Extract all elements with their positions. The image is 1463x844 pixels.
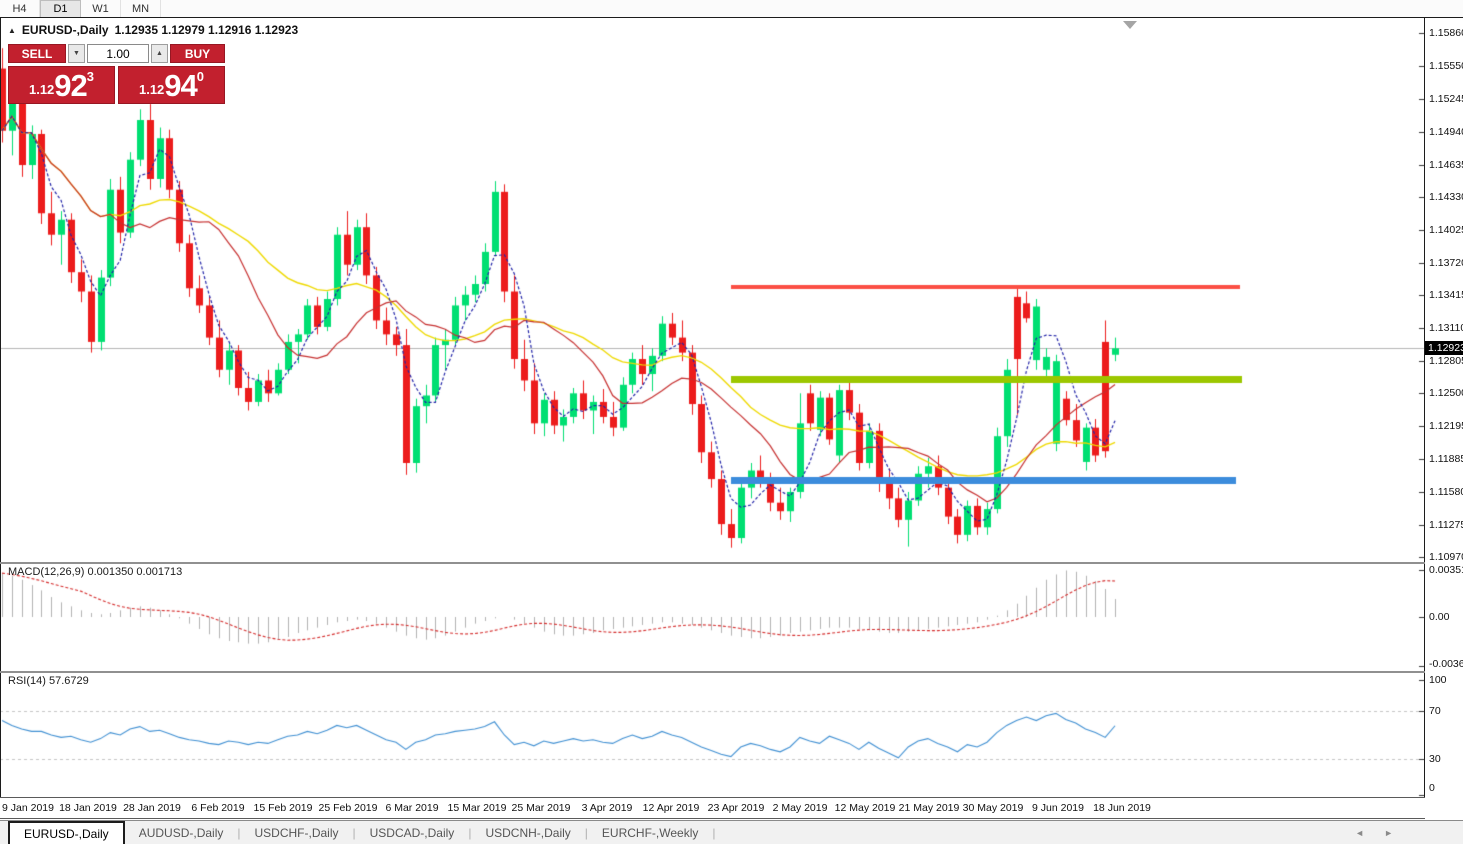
date-axis-label: 25 Mar 2019 <box>511 802 571 814</box>
chart-title: ▲ EURUSD-,Daily 1.12935 1.12979 1.12916 … <box>8 23 298 37</box>
date-axis-label: 15 Mar 2019 <box>447 802 507 814</box>
price-axis-tick: 1.12195 <box>1429 420 1463 433</box>
rsi-axis-tick: 30 <box>1429 753 1441 765</box>
current-price-badge: 1.12923 <box>1425 341 1463 355</box>
date-axis-label: 6 Mar 2019 <box>385 802 439 814</box>
rsi-indicator-label: RSI(14) 57.6729 <box>8 675 89 687</box>
timeframe-button-d1[interactable]: D1 <box>40 0 81 17</box>
sell-price-main: 92 <box>54 68 87 103</box>
date-axis-label: 2 May 2019 <box>772 802 828 814</box>
volume-increase-button[interactable]: ▲ <box>151 44 168 63</box>
collapse-triangle-icon[interactable]: ▲ <box>8 25 16 35</box>
chart-shift-marker-icon[interactable] <box>1123 21 1137 29</box>
sell-price-box[interactable]: 1.12 92 3 <box>8 66 115 104</box>
buy-price-prefix: 1.12 <box>138 82 165 97</box>
rsi-axis-tick: 70 <box>1429 705 1441 717</box>
axis-divider <box>1424 18 1425 798</box>
chart-symbol-label: EURUSD-,Daily <box>21 23 109 37</box>
chart-tab-eurchf-weekly[interactable]: EURCHF-,Weekly <box>601 826 699 840</box>
date-axis-label: 6 Feb 2019 <box>191 802 245 814</box>
volume-decrease-button[interactable]: ▼ <box>68 44 85 63</box>
chart-tab-usdcnh-daily[interactable]: USDCNH-,Daily <box>485 826 571 840</box>
date-axis-label: 21 May 2019 <box>898 802 960 814</box>
price-chart-canvas[interactable] <box>0 18 1424 818</box>
date-axis-label: 28 Jan 2019 <box>123 802 181 814</box>
date-axis-label: 12 Apr 2019 <box>642 802 700 814</box>
tab-separator: | <box>237 826 241 840</box>
price-axis-tick: 1.11885 <box>1429 453 1463 466</box>
macd-axis-tick: 0.00 <box>1429 611 1450 623</box>
price-axis-tick: 1.13720 <box>1429 256 1463 269</box>
price-axis-tick: 1.15550 <box>1429 60 1463 73</box>
date-axis-label: 18 Jan 2019 <box>59 802 117 814</box>
timeframe-button-mn[interactable]: MN <box>121 0 161 17</box>
sell-price-prefix: 1.12 <box>28 82 55 97</box>
tab-separator: | <box>712 826 716 840</box>
price-axis-tick: 1.15860 <box>1429 27 1463 40</box>
price-axis-tick: 1.13415 <box>1429 289 1463 302</box>
tabs-scroll-right-icon[interactable]: ► <box>1384 828 1393 838</box>
tabs-scroll-left-icon[interactable]: ◄ <box>1355 828 1365 838</box>
chart-tab-audusd-daily[interactable]: AUDUSD-,Daily <box>138 826 224 840</box>
sell-price-sup: 3 <box>86 69 95 84</box>
tab-separator: | <box>352 826 356 840</box>
sell-button[interactable]: SELL <box>8 44 66 63</box>
price-axis-tick: 1.14330 <box>1429 191 1463 204</box>
date-axis-label: 18 Jun 2019 <box>1093 802 1151 814</box>
buy-price-box[interactable]: 1.12 94 0 <box>118 66 225 104</box>
chart-tabs-bar: EURUSD-,Daily AUDUSD-,Daily | USDCHF-,Daily… <box>0 820 1463 844</box>
chart-tab-usdcad-daily[interactable]: USDCAD-,Daily <box>369 826 455 840</box>
chart-tab-usdchf-daily[interactable]: USDCHF-,Daily <box>254 826 339 840</box>
macd-axis-tick: 0.003518 <box>1429 564 1463 577</box>
chart-ohlc-values: 1.12935 1.12979 1.12916 1.12923 <box>114 23 299 37</box>
rsi-axis-tick: 0 <box>1429 782 1435 794</box>
rsi-pane-splitter[interactable] <box>0 671 1463 673</box>
date-axis-label: 23 Apr 2019 <box>707 802 765 814</box>
one-click-trade-panel: SELL ▼ ▲ BUY 1.12 92 3 1.12 94 0 <box>8 44 225 104</box>
date-axis-label: 30 May 2019 <box>962 802 1024 814</box>
price-axis-tick: 1.13110 <box>1429 321 1463 334</box>
timeframe-button-h4[interactable]: H4 <box>0 0 40 17</box>
date-axis-label: 25 Feb 2019 <box>318 802 378 814</box>
volume-input[interactable] <box>87 44 149 63</box>
macd-indicator-label: MACD(12,26,9) 0.001350 0.001713 <box>8 566 183 578</box>
price-axis-tick: 1.12500 <box>1429 387 1463 400</box>
date-axis-label: 15 Feb 2019 <box>253 802 313 814</box>
buy-price-main: 94 <box>164 68 197 103</box>
price-axis-tick: 1.11275 <box>1429 518 1463 531</box>
chart-window: ▲ EURUSD-,Daily 1.12935 1.12979 1.12916 … <box>0 17 1463 819</box>
date-axis-label: 12 May 2019 <box>834 802 896 814</box>
buy-button[interactable]: BUY <box>170 44 225 63</box>
price-axis-tick: 1.14940 <box>1429 125 1463 138</box>
price-axis: 1.12923 1.15860 1.15550 1.15245 1.14940 1.14… <box>1425 18 1463 819</box>
price-axis-tick: 1.14635 <box>1429 158 1463 171</box>
macd-pane-splitter[interactable] <box>0 562 1463 564</box>
date-axis-label: 9 Jun 2019 <box>1032 802 1084 814</box>
date-axis-label: 9 Jan 2019 <box>2 802 54 814</box>
date-axis-label: 3 Apr 2019 <box>581 802 633 814</box>
date-axis: 9 Jan 2019 18 Jan 2019 28 Jan 2019 6 Feb 20… <box>0 798 1463 818</box>
tab-separator: | <box>584 826 588 840</box>
timeframe-button-w1[interactable]: W1 <box>81 0 121 17</box>
chart-tab-eurusd-daily[interactable]: EURUSD-,Daily <box>8 821 125 844</box>
chart-top-border <box>0 17 1463 18</box>
price-axis-tick: 1.11580 <box>1429 485 1463 498</box>
buy-price-sup: 0 <box>196 69 205 84</box>
price-axis-tick: 1.15245 <box>1429 93 1463 106</box>
price-axis-tick: 1.12805 <box>1429 354 1463 367</box>
price-axis-tick: 1.14025 <box>1429 223 1463 236</box>
chart-left-border <box>0 18 1 798</box>
date-axis-bottom-border <box>0 818 1463 819</box>
rsi-axis-tick: 100 <box>1429 674 1447 686</box>
tab-separator: | <box>468 826 472 840</box>
date-axis-top-border <box>0 797 1463 798</box>
macd-axis-tick: -0.00367 <box>1429 658 1463 670</box>
timeframe-toolbar: H4 D1 W1 MN <box>0 0 1463 18</box>
